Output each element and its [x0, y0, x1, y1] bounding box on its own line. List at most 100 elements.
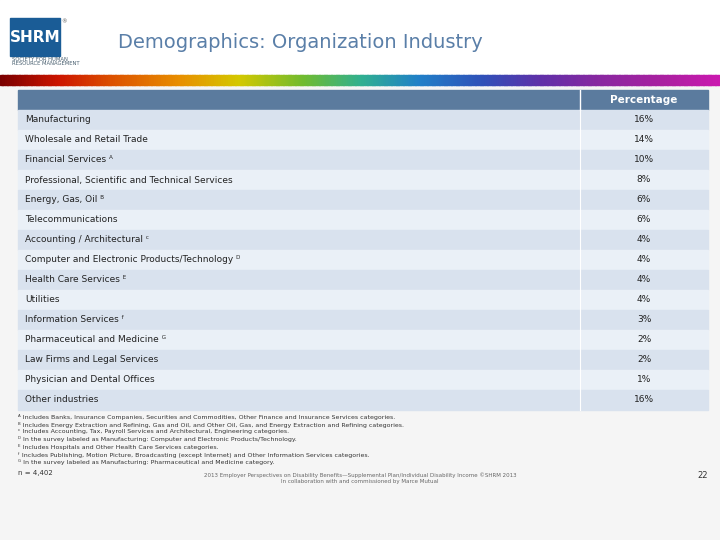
Bar — [166, 75, 168, 85]
Bar — [466, 75, 469, 85]
Text: Energy, Gas, Oil ᴮ: Energy, Gas, Oil ᴮ — [25, 195, 104, 205]
Bar — [626, 75, 629, 85]
Bar — [554, 75, 557, 85]
Bar — [689, 75, 692, 85]
Bar — [459, 75, 462, 85]
Bar — [338, 75, 341, 85]
Bar — [18, 230, 708, 250]
Bar — [401, 75, 404, 85]
Bar — [324, 75, 327, 85]
Bar — [509, 75, 512, 85]
Bar — [473, 75, 476, 85]
Bar — [470, 75, 473, 85]
Bar — [254, 75, 257, 85]
Text: Computer and Electronic Products/Technology ᴰ: Computer and Electronic Products/Technol… — [25, 255, 240, 265]
Bar — [655, 75, 658, 85]
Bar — [639, 75, 642, 85]
Bar — [302, 75, 305, 85]
Bar — [713, 75, 716, 85]
Text: Health Care Services ᴱ: Health Care Services ᴱ — [25, 275, 126, 285]
Bar — [331, 75, 334, 85]
Text: In collaboration with and commissioned by Marce Mutual: In collaboration with and commissioned b… — [282, 478, 438, 483]
Bar — [252, 75, 255, 85]
Bar — [351, 75, 354, 85]
Bar — [18, 150, 708, 170]
Bar — [81, 75, 84, 85]
Bar — [715, 75, 718, 85]
Text: ᴳ In the survey labeled as Manufacturing: Pharmaceutical and Medicine category.: ᴳ In the survey labeled as Manufacturing… — [18, 459, 274, 465]
Bar — [619, 75, 622, 85]
Bar — [317, 75, 320, 85]
Bar — [185, 75, 188, 85]
Bar — [420, 75, 423, 85]
Text: Financial Services ᴬ: Financial Services ᴬ — [25, 156, 113, 165]
Bar — [96, 75, 99, 85]
Bar — [257, 75, 260, 85]
Bar — [14, 75, 17, 85]
Bar — [175, 75, 178, 85]
Bar — [533, 75, 536, 85]
Bar — [146, 75, 149, 85]
Bar — [55, 75, 58, 85]
Bar — [691, 75, 694, 85]
Bar — [353, 75, 356, 85]
Bar — [122, 75, 125, 85]
Text: ᶠ Includes Publishing, Motion Picture, Broadcasting (except Internet) and Other : ᶠ Includes Publishing, Motion Picture, B… — [18, 451, 369, 457]
Bar — [221, 75, 224, 85]
Bar — [7, 75, 10, 85]
Bar — [437, 75, 440, 85]
Bar — [348, 75, 351, 85]
Bar — [374, 75, 377, 85]
Text: Law Firms and Legal Services: Law Firms and Legal Services — [25, 355, 158, 364]
Bar — [89, 75, 91, 85]
Bar — [540, 75, 543, 85]
Bar — [454, 75, 456, 85]
Text: SHRM: SHRM — [9, 30, 60, 44]
Bar — [60, 75, 63, 85]
Text: Wholesale and Retail Trade: Wholesale and Retail Trade — [25, 136, 148, 145]
Bar — [675, 75, 678, 85]
Bar — [158, 75, 161, 85]
Text: 2%: 2% — [637, 355, 651, 364]
Bar — [319, 75, 322, 85]
Bar — [300, 75, 303, 85]
Bar — [279, 75, 282, 85]
Bar — [77, 75, 80, 85]
Bar — [18, 110, 708, 130]
Bar — [18, 130, 708, 150]
Text: 10%: 10% — [634, 156, 654, 165]
Bar — [682, 75, 685, 85]
Bar — [410, 75, 413, 85]
Bar — [245, 75, 248, 85]
Bar — [322, 75, 325, 85]
Bar — [413, 75, 415, 85]
Bar — [142, 75, 145, 85]
Bar — [29, 75, 32, 85]
Bar — [499, 75, 502, 85]
Bar — [286, 75, 289, 85]
Text: 2%: 2% — [637, 335, 651, 345]
Text: Utilities: Utilities — [25, 295, 60, 305]
Bar — [696, 75, 699, 85]
Bar — [418, 75, 420, 85]
Bar — [182, 75, 185, 85]
Text: ᴮ Includes Energy Extraction and Refining, Gas and Oil, and Other Oil, Gas, and : ᴮ Includes Energy Extraction and Refinin… — [18, 422, 404, 428]
Bar — [432, 75, 435, 85]
Bar — [588, 75, 591, 85]
Bar — [41, 75, 44, 85]
Bar — [53, 75, 55, 85]
Bar — [63, 75, 66, 85]
Bar — [135, 75, 138, 85]
Bar — [593, 75, 595, 85]
Bar — [18, 390, 708, 410]
Bar — [650, 75, 653, 85]
Bar — [708, 75, 711, 85]
Bar — [703, 75, 706, 85]
Bar — [595, 75, 598, 85]
Bar — [163, 75, 166, 85]
Bar — [117, 75, 120, 85]
Bar — [161, 75, 163, 85]
Bar — [355, 75, 358, 85]
Bar — [513, 75, 516, 85]
Text: Other industries: Other industries — [25, 395, 99, 404]
